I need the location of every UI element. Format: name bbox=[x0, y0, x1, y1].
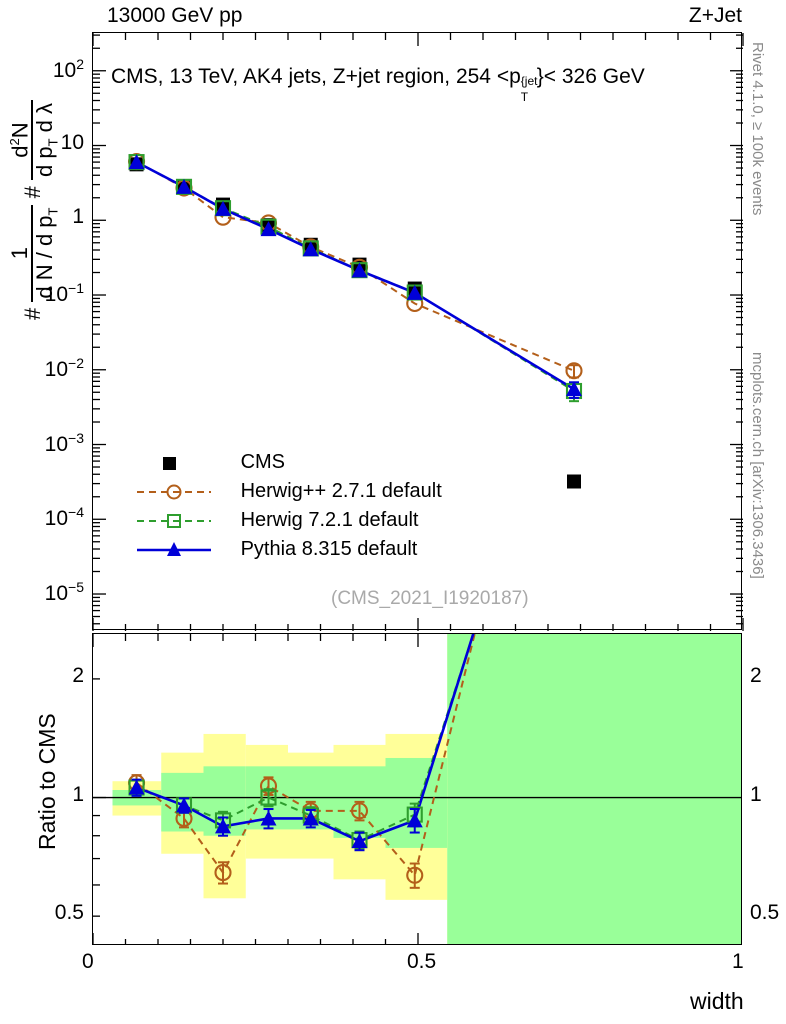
mcplots-label: mcplots.cern.ch [arXiv:1306.3436] bbox=[749, 352, 766, 579]
plot-annotation: CMS, 13 TeV, AK4 jets, Z+jet region, 254… bbox=[111, 65, 645, 104]
yaxis-den-2lambda: λ bbox=[32, 102, 58, 114]
ratio-tick-right-1: 1 bbox=[750, 782, 762, 806]
yaxis-tick-3: 10−1 bbox=[44, 280, 84, 306]
ratio-tick-left-0: 2 bbox=[72, 663, 84, 687]
legend-label-herwig7: Herwig 7.2.1 default bbox=[240, 509, 419, 531]
rivet-version-label: Rivet 4.1.0, ≥ 100k events bbox=[749, 42, 766, 216]
ratio-plot-panel bbox=[92, 633, 742, 945]
yaxis-hash-2: # bbox=[20, 186, 46, 199]
legend-marker-cms bbox=[163, 457, 176, 470]
xaxis-label: width bbox=[690, 988, 744, 1014]
legend-item-pythia[interactable]: Pythia 8.315 default bbox=[135, 535, 442, 564]
dataset-watermark: (CMS_2021_I1920187) bbox=[331, 588, 529, 609]
legend: CMS Herwig++ 2.7.1 default Herwig 7.2.1 … bbox=[135, 448, 442, 564]
header-left: 13000 GeV pp bbox=[107, 4, 243, 27]
legend-label-pythia: Pythia 8.315 default bbox=[240, 538, 418, 560]
xaxis-tick-1: 0.5 bbox=[407, 950, 437, 973]
main-plot-panel: CMS, 13 TeV, AK4 jets, Z+jet region, 254… bbox=[92, 32, 744, 631]
yaxis-tick-5: 10−3 bbox=[44, 429, 84, 456]
legend-item-cms[interactable]: CMS bbox=[135, 448, 442, 477]
yaxis-tick-0: 102 bbox=[52, 55, 84, 82]
ratio-tick-left-2: 0.5 bbox=[54, 901, 84, 925]
annotation-sup: {jet bbox=[520, 74, 538, 88]
annotation-tail: }< 326 GeV bbox=[536, 65, 645, 88]
xaxis-tick-0: 0 bbox=[82, 950, 94, 973]
yaxis-tick-7: 10−5 bbox=[44, 579, 84, 605]
yaxis-hash-1: # bbox=[20, 307, 46, 320]
legend-marker-pythia bbox=[137, 542, 211, 556]
ratio-tick-right-2: 0.5 bbox=[750, 901, 780, 925]
header-right: Z+Jet bbox=[688, 4, 742, 27]
yaxis-tick-6: 10−4 bbox=[44, 504, 84, 531]
yaxis-tick-4: 10−2 bbox=[44, 354, 84, 381]
legend-item-herwigpp[interactable]: Herwig++ 2.7.1 default bbox=[135, 477, 442, 506]
legend-marker-herwig7 bbox=[137, 514, 211, 528]
annotation-main: CMS, 13 TeV, AK4 jets, Z+jet region, 254… bbox=[111, 65, 521, 88]
ratio-tick-left-1: 1 bbox=[72, 782, 84, 806]
yaxis-num-1: 1 bbox=[7, 246, 33, 260]
legend-item-herwig7[interactable]: Herwig 7.2.1 default bbox=[135, 506, 442, 535]
legend-label-cms: CMS bbox=[240, 451, 286, 473]
annotation-sub: T bbox=[520, 90, 529, 104]
main-plot-svg bbox=[92, 33, 744, 631]
legend-label-herwigpp: Herwig++ 2.7.1 default bbox=[240, 480, 442, 502]
ratio-plot-svg bbox=[93, 634, 741, 944]
legend-marker-herwigpp bbox=[137, 484, 211, 500]
ratio-tick-right-0: 2 bbox=[750, 663, 762, 687]
yaxis-tick-1: 10 bbox=[60, 130, 84, 154]
yaxis-tick-2: 1 bbox=[72, 205, 84, 229]
xaxis-tick-2: 1 bbox=[732, 950, 744, 973]
